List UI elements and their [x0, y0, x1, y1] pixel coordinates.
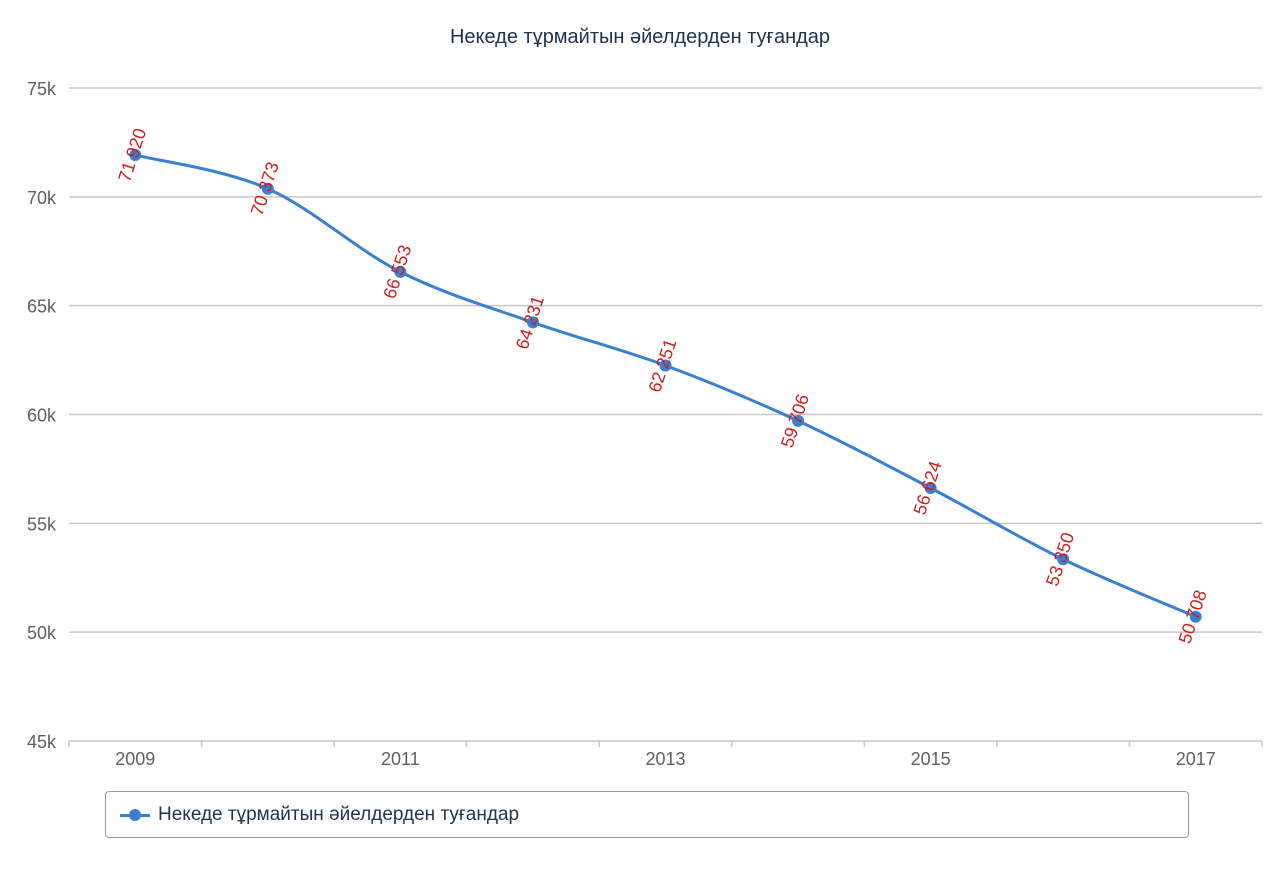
data-label: 53 350	[1042, 530, 1078, 589]
x-tick-label: 2009	[115, 749, 155, 769]
data-point	[659, 359, 672, 372]
data-label: 71 920	[114, 126, 150, 185]
data-label: 50 708	[1175, 587, 1211, 646]
data-point	[924, 481, 937, 494]
data-point	[1057, 553, 1070, 566]
data-label: 66 553	[379, 243, 415, 302]
data-point	[526, 316, 539, 329]
y-tick-label: 65k	[27, 297, 57, 317]
y-tick-label: 70k	[27, 188, 57, 208]
data-label: 56 624	[910, 459, 946, 518]
y-tick-label: 45k	[27, 732, 57, 752]
y-tick-label: 50k	[27, 623, 57, 643]
data-label: 59 706	[777, 392, 813, 451]
chart-title: Некеде тұрмайтын әйелдерден туғандар	[450, 26, 830, 48]
legend-series-marker-icon	[120, 808, 150, 821]
data-label: 70 373	[247, 159, 283, 218]
data-label: 64 231	[512, 293, 548, 352]
data-point	[261, 182, 274, 195]
y-tick-label: 75k	[27, 79, 57, 99]
x-tick-label: 2015	[911, 749, 951, 769]
data-point	[792, 414, 805, 427]
data-label: 62 251	[644, 336, 680, 395]
data-point	[394, 265, 407, 278]
y-tick-label: 55k	[27, 514, 57, 534]
data-point	[129, 149, 142, 162]
data-point	[1189, 610, 1202, 623]
legend[interactable]: Некеде тұрмайтын әйелдерден туғандар	[105, 791, 1189, 838]
y-tick-label: 60k	[27, 406, 57, 426]
x-tick-label: 2011	[381, 749, 420, 769]
legend-label: Некеде тұрмайтын әйелдерден туғандар	[158, 803, 520, 825]
x-tick-label: 2013	[645, 749, 685, 769]
x-tick-label: 2017	[1176, 749, 1216, 769]
